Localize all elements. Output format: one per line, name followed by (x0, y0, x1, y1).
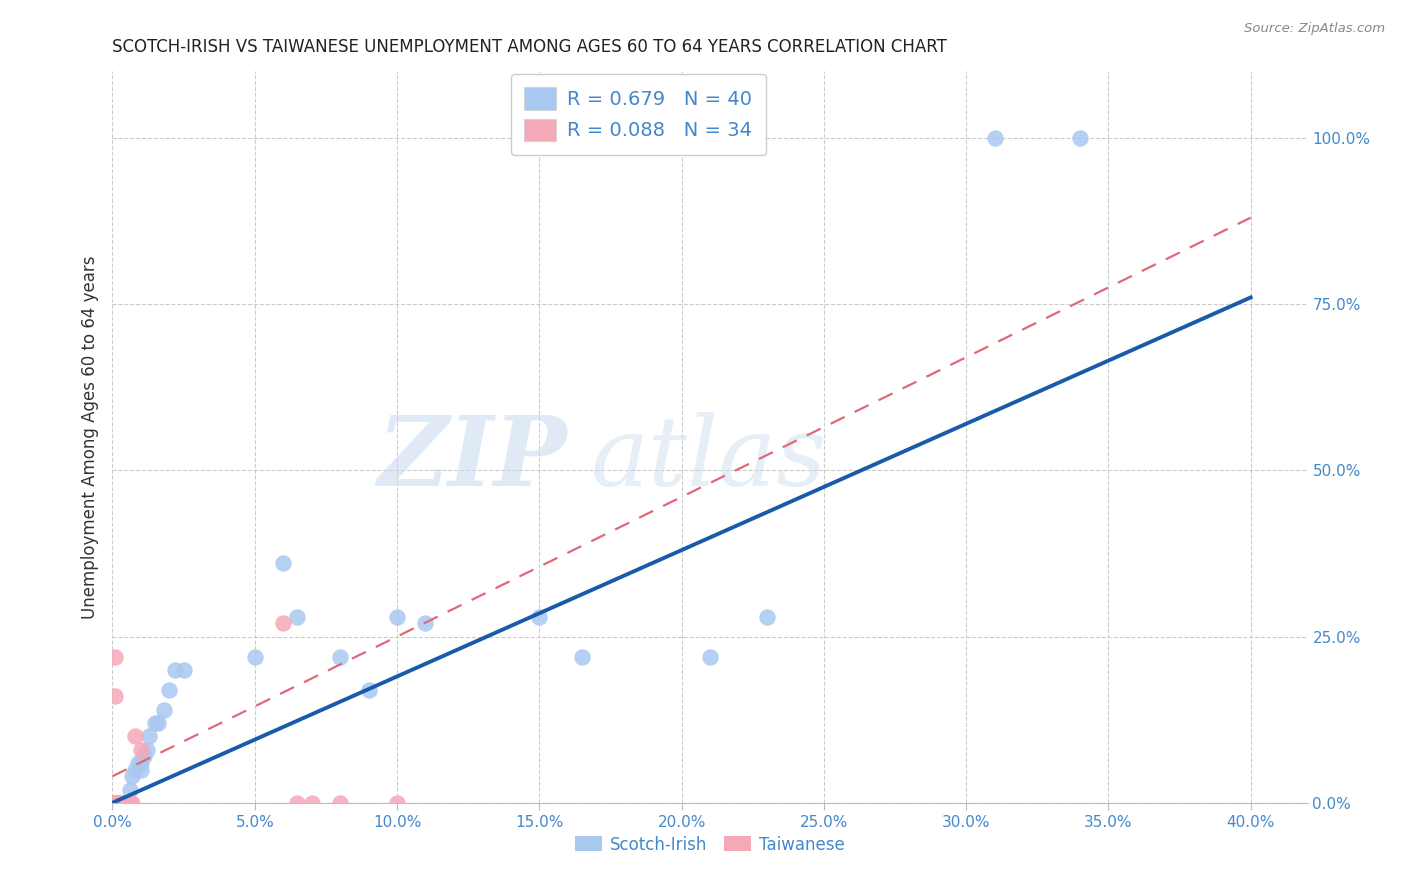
Point (124, 729, 146, 743)
Point (385, 609, 408, 624)
Point (173, 663, 195, 677)
Point (104, 796, 127, 810)
Point (107, 796, 129, 810)
Point (115, 796, 138, 810)
Point (104, 796, 127, 810)
Legend: Scotch-Irish, Taiwanese: Scotch-Irish, Taiwanese (568, 829, 852, 860)
Point (104, 796, 127, 810)
Point (385, 796, 408, 810)
Point (118, 782, 141, 797)
Point (129, 756, 152, 770)
Point (104, 796, 127, 810)
Point (104, 649, 127, 664)
Point (152, 703, 174, 717)
Point (104, 796, 127, 810)
Point (165, 663, 187, 677)
Point (104, 796, 127, 810)
Point (110, 796, 132, 810)
Point (107, 796, 129, 810)
Point (110, 796, 132, 810)
Point (124, 763, 146, 777)
Point (104, 796, 127, 810)
Point (107, 796, 129, 810)
Point (110, 796, 132, 810)
Point (135, 742, 157, 756)
Point (104, 796, 127, 810)
Point (129, 763, 152, 777)
Point (104, 796, 127, 810)
Point (983, 131, 1005, 145)
Point (112, 796, 135, 810)
Point (157, 682, 180, 697)
Point (271, 616, 294, 631)
Point (529, 609, 551, 624)
Point (121, 769, 143, 783)
Point (112, 796, 135, 810)
Point (121, 796, 143, 810)
Point (415, 616, 437, 631)
Point (104, 796, 127, 810)
Point (127, 756, 149, 770)
Point (1069, 131, 1091, 145)
Point (129, 742, 152, 756)
Point (115, 796, 138, 810)
Point (104, 796, 127, 810)
Point (357, 682, 380, 697)
Point (107, 796, 129, 810)
Y-axis label: Unemployment Among Ages 60 to 64 years: Unemployment Among Ages 60 to 64 years (80, 255, 98, 619)
Point (104, 796, 127, 810)
Point (143, 716, 166, 731)
Point (104, 796, 127, 810)
Point (118, 796, 141, 810)
Point (243, 649, 266, 664)
Point (107, 796, 129, 810)
Point (104, 796, 127, 810)
Point (104, 796, 127, 810)
Point (138, 729, 160, 743)
Text: SCOTCH-IRISH VS TAIWANESE UNEMPLOYMENT AMONG AGES 60 TO 64 YEARS CORRELATION CHA: SCOTCH-IRISH VS TAIWANESE UNEMPLOYMENT A… (112, 38, 948, 56)
Point (104, 796, 127, 810)
Point (699, 649, 721, 664)
Point (287, 609, 309, 624)
Point (115, 796, 138, 810)
Point (329, 796, 352, 810)
Point (329, 649, 352, 664)
Point (571, 649, 593, 664)
Point (755, 609, 778, 624)
Point (104, 796, 127, 810)
Point (104, 796, 127, 810)
Point (112, 796, 135, 810)
Point (104, 796, 127, 810)
Point (132, 749, 155, 764)
Point (271, 557, 294, 571)
Point (104, 796, 127, 810)
Text: atlas: atlas (591, 412, 827, 506)
Point (104, 690, 127, 704)
Point (104, 796, 127, 810)
Point (287, 796, 309, 810)
Text: ZIP: ZIP (377, 412, 567, 506)
Point (301, 796, 323, 810)
Text: Source: ZipAtlas.com: Source: ZipAtlas.com (1244, 22, 1385, 36)
Point (146, 716, 169, 731)
